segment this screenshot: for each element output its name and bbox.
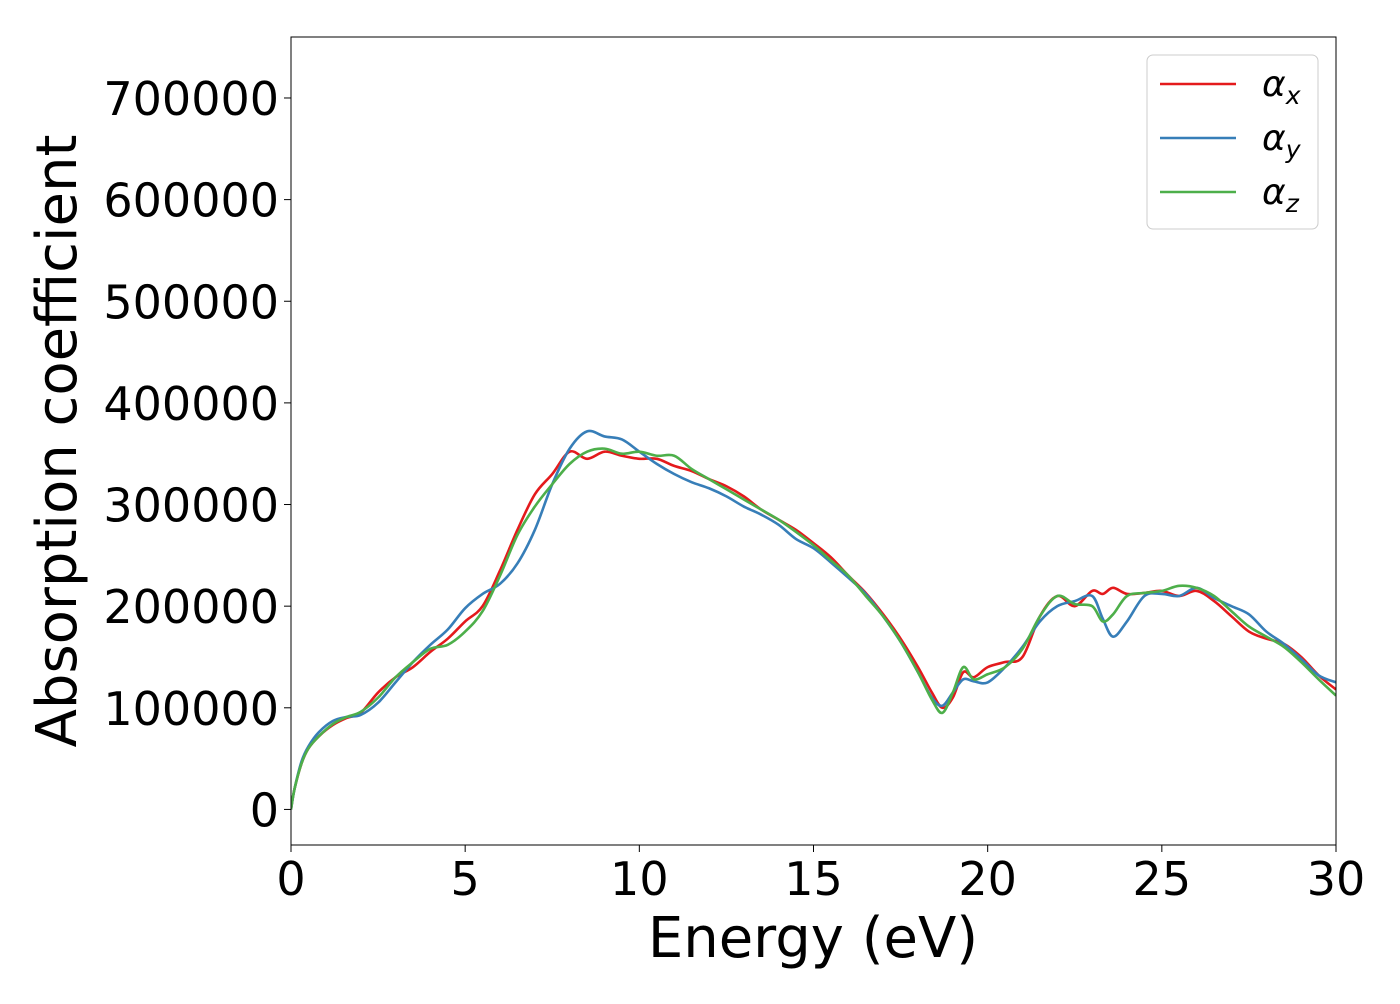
y-tick-label: 300000 [103,479,279,533]
y-tick-label: 200000 [103,580,279,634]
x-axis-label: Energy (eV) [648,906,978,971]
plot-frame [290,36,1337,846]
x-tick-label: 20 [958,852,1017,906]
y-axis: 0 100000 200000 300000 400000 500000 600000 700… [103,72,291,837]
y-tick-label: 500000 [103,275,279,329]
x-tick-label: 5 [451,852,480,906]
series-line-z [291,447,1336,810]
y-tick-label: 600000 [103,174,279,228]
y-tick-label: 100000 [103,682,279,736]
y-tick-label: 0 [250,783,279,837]
series-layer [291,429,1336,810]
series-line-y [291,429,1336,810]
x-tick-label: 25 [1133,852,1192,906]
x-tick-label: 0 [276,852,305,906]
legend-label-x: αx [1262,64,1301,110]
y-tick-label: 700000 [103,72,279,126]
legend-box [1146,54,1319,230]
x-tick-label: 15 [784,852,843,906]
y-tick-label: 400000 [103,377,279,431]
x-axis: 0 5 10 15 20 25 30 [276,845,1365,906]
x-tick-label: 30 [1307,852,1366,906]
legend-label-y: αy [1262,118,1302,164]
y-axis-label: Absorption coefficient [25,135,90,748]
legend-label-z: αz [1262,172,1300,218]
legend: αx αy αz [1146,54,1319,230]
x-tick-label: 10 [610,852,669,906]
